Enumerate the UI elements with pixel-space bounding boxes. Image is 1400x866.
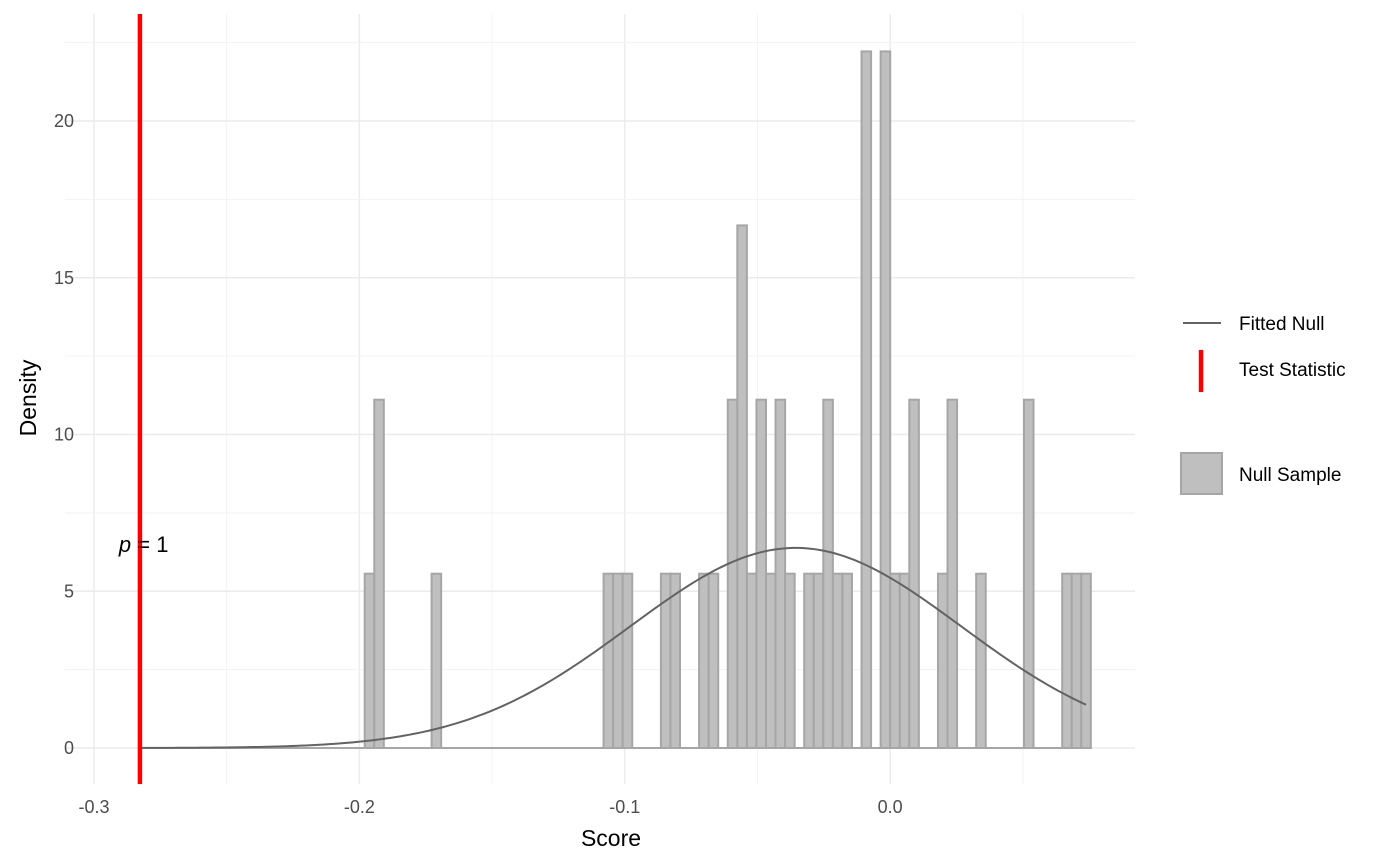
histogram-bar: [707, 572, 720, 749]
histogram-bar: [1022, 398, 1035, 749]
y-tick-label: 0: [64, 738, 74, 758]
y-tick-label: 10: [54, 425, 74, 445]
histogram-bar: [764, 572, 777, 749]
x-axis-ticks: -0.3 -0.2 -0.1 0.0: [78, 797, 902, 817]
x-tick-label: -0.2: [344, 797, 375, 817]
legend: Fitted Null Test Statistic Null Sample: [1180, 314, 1346, 495]
histogram-bar: [803, 572, 815, 749]
grid: [65, 14, 1135, 784]
x-tick-label: 0.0: [878, 797, 903, 817]
histogram-bar: [975, 572, 987, 749]
histogram-bar: [774, 398, 787, 749]
fitted-null-curve: [139, 546, 1087, 749]
x-tick-label: -0.3: [78, 797, 109, 817]
fitted-null-curve-group: [139, 546, 1087, 749]
p-value-annotation: p = 1: [118, 532, 169, 557]
y-tick-label: 15: [54, 268, 74, 288]
p-value-text: = 1: [131, 532, 168, 557]
y-tick-label: 20: [54, 111, 74, 131]
histogram-bar: [602, 572, 615, 749]
histogram-bar: [841, 572, 853, 749]
y-axis-title: Density: [15, 359, 41, 436]
histogram-bar: [373, 398, 385, 749]
histogram-bar: [936, 572, 949, 749]
histogram-bar: [784, 572, 796, 749]
y-axis-ticks: 0 5 10 15 20: [54, 111, 74, 758]
histogram-bar: [831, 572, 844, 749]
x-tick-label: -0.1: [609, 797, 640, 817]
histogram-bar: [822, 398, 834, 749]
histogram-bar: [860, 50, 873, 749]
histogram-bar: [1080, 572, 1092, 749]
histogram-bar: [879, 50, 892, 749]
histogram-bar: [430, 572, 443, 749]
legend-key-null-sample: [1180, 452, 1223, 495]
p-symbol: p: [118, 532, 131, 557]
histogram-bar: [363, 572, 376, 749]
legend-label-test-statistic: Test Statistic: [1239, 360, 1346, 381]
histogram-bar: [946, 398, 959, 749]
y-tick-label: 5: [64, 581, 74, 601]
histogram-bar: [621, 572, 634, 749]
histogram-bar: [1070, 572, 1083, 749]
histogram-bar: [812, 572, 825, 749]
legend-label-null-sample: Null Sample: [1239, 465, 1341, 486]
histogram-bars: [139, 50, 1092, 749]
histogram-bar: [1061, 572, 1073, 749]
histogram-bar: [755, 398, 767, 749]
legend-label-fitted-null: Fitted Null: [1239, 314, 1325, 335]
histogram-bar: [726, 398, 739, 749]
histogram-bar: [908, 398, 920, 749]
histogram-bar: [736, 224, 748, 749]
histogram-bar: [669, 572, 682, 749]
histogram-bar: [889, 572, 901, 749]
histogram-bar: [698, 572, 710, 749]
histogram-bar: [612, 572, 624, 749]
histogram-bar: [745, 572, 758, 749]
x-axis-title: Score: [581, 825, 641, 851]
histogram-bar: [898, 572, 911, 749]
